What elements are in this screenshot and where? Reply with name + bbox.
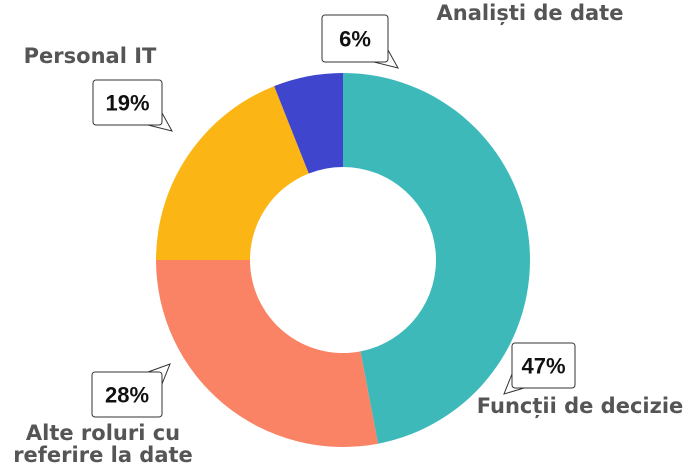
- data-label: 6%: [339, 27, 371, 52]
- data-label: 19%: [105, 91, 149, 116]
- category-label: Analiști de date: [437, 1, 624, 25]
- callout-box: [511, 342, 576, 389]
- donut-slice: [274, 73, 343, 174]
- data-label: 28%: [105, 383, 149, 408]
- donut-slice: [156, 260, 379, 447]
- category-label: Personal IT: [24, 44, 157, 68]
- data-label: 47%: [521, 354, 565, 379]
- callout-box: [92, 79, 163, 126]
- category-label: Alte roluri cu referire la date: [13, 421, 193, 467]
- category-label: Funcții de decizie: [477, 394, 684, 419]
- donut-slice: [156, 86, 309, 260]
- callout-box: [321, 14, 389, 63]
- donut-slice: [343, 73, 531, 444]
- callout-box: [91, 371, 163, 418]
